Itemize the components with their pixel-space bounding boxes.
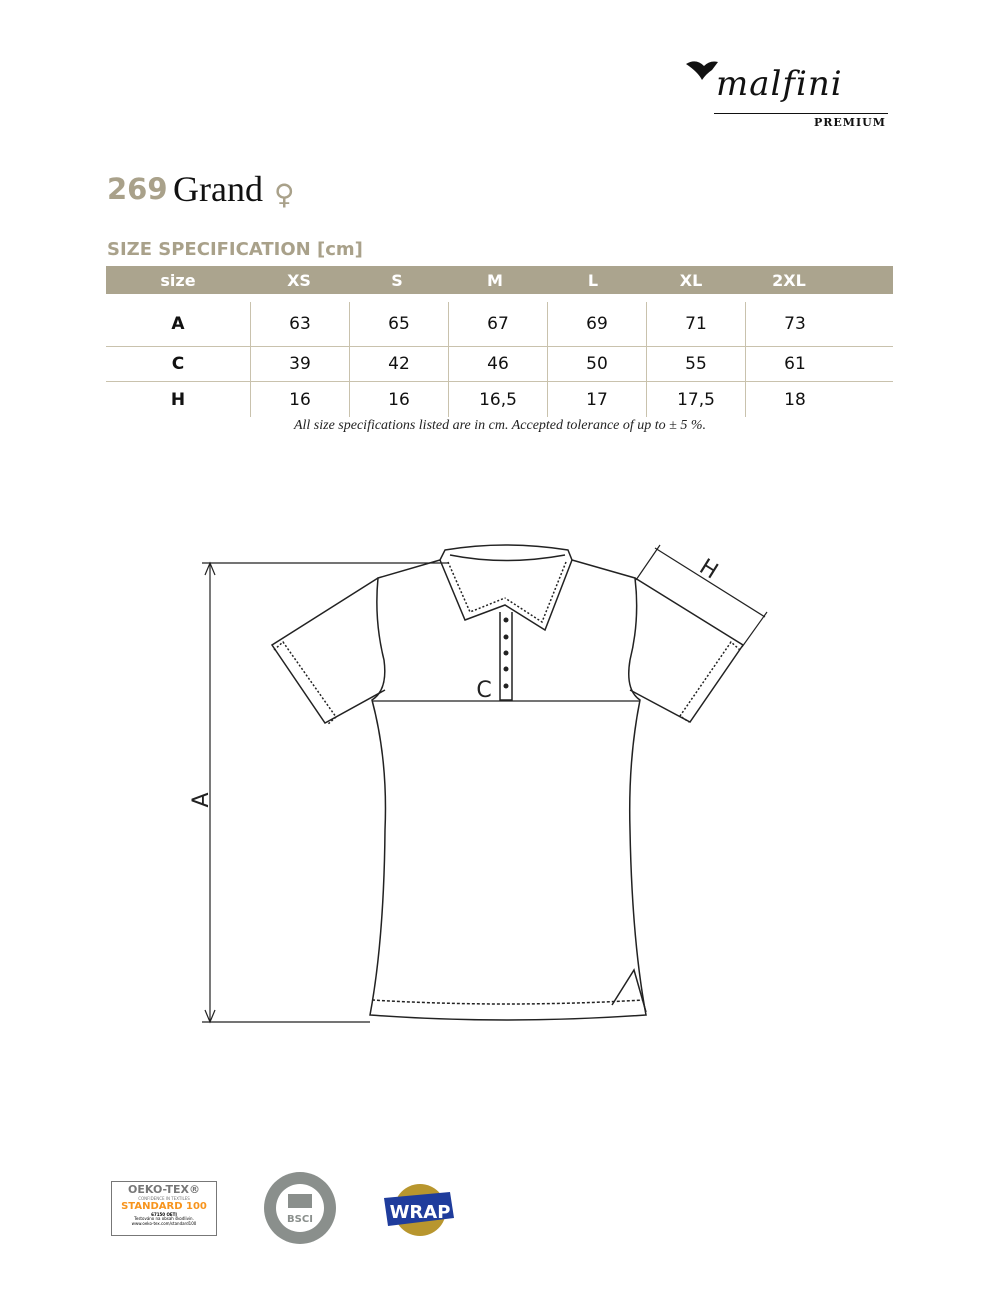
dimension-lines [202, 544, 768, 1024]
table-cell: 39 [250, 347, 349, 381]
table-cell: 16,5 [448, 382, 547, 417]
table-cell: 61 [745, 347, 844, 381]
brand-tier: PREMIUM [814, 116, 886, 129]
table-cell: 50 [547, 347, 646, 381]
col-header: S [391, 270, 403, 290]
oeko-line: Testováno na obsah škodlivin. [134, 1216, 194, 1222]
shirt-outline [270, 544, 745, 1021]
table-cell: 18 [745, 382, 844, 417]
size-table: size XS S M L XL 2XL A 63 65 67 69 71 73 C 39 42 4… [106, 266, 893, 417]
tolerance-note: All size specifications listed are in cm… [293, 418, 707, 433]
table-header: size XS S M L XL 2XL [106, 266, 893, 294]
oeko-tex-badge: OEKO-TEX® CONFIDENCE IN TEXTILES STANDAR… [111, 1181, 217, 1236]
table-cell: 67 [448, 302, 547, 346]
spec-heading: SIZE SPECIFICATION [cm] [107, 239, 363, 260]
table-cell: 16 [250, 382, 349, 417]
polo-shirt-diagram: A C H [189, 544, 768, 1024]
row-label: H [170, 389, 186, 410]
oeko-name: OEKO-TEX® [128, 1183, 200, 1196]
oeko-standard: STANDARD 100 [121, 1201, 207, 1213]
col-header: XS [287, 270, 311, 290]
female-icon: ♀ [274, 178, 295, 211]
table-cell: 16 [349, 382, 448, 417]
product-number: 269 [107, 172, 168, 206]
table-cell: 42 [349, 347, 448, 381]
bsci-name: BSCI [287, 1214, 313, 1225]
dimension-a-label: A [189, 792, 214, 807]
table-cell: 17,5 [646, 382, 745, 417]
wrap-badge: WRAP [384, 1184, 454, 1236]
table-cell: 69 [547, 302, 646, 346]
brand-logo: malfini [716, 64, 843, 104]
table-cell: 65 [349, 302, 448, 346]
table-row: C 39 42 46 50 55 61 [106, 347, 893, 382]
col-header: size [160, 270, 196, 290]
product-name: Grand [173, 169, 263, 209]
table-row: H 16 16 16,5 17 17,5 18 [106, 382, 893, 417]
table-cell: 46 [448, 347, 547, 381]
wrap-name: WRAP [390, 1202, 451, 1223]
col-header: L [587, 270, 599, 290]
oeko-line: 67150 OETI [151, 1211, 177, 1217]
col-header: M [487, 270, 503, 290]
bsci-badge: BSCI [264, 1172, 336, 1244]
table-row: A 63 65 67 69 71 73 [106, 294, 893, 347]
row-label: A [171, 314, 185, 334]
table-cell: 63 [250, 302, 349, 346]
oeko-line: CONFIDENCE IN TEXTILES [138, 1195, 190, 1201]
row-label: C [171, 354, 185, 374]
col-header: 2XL [772, 270, 806, 290]
malfini-bird-logo [686, 61, 718, 80]
table-cell: 73 [745, 302, 844, 346]
table-cell: 17 [547, 382, 646, 417]
dimension-h-label: H [695, 555, 722, 585]
table-cell: 55 [646, 347, 745, 381]
logo-divider [714, 113, 888, 114]
table-cell: 71 [646, 302, 745, 346]
oeko-line: www.oeko-tex.com/standard100 [131, 1220, 197, 1226]
dimension-c-label: C [476, 678, 491, 703]
col-header: XL [679, 270, 703, 290]
